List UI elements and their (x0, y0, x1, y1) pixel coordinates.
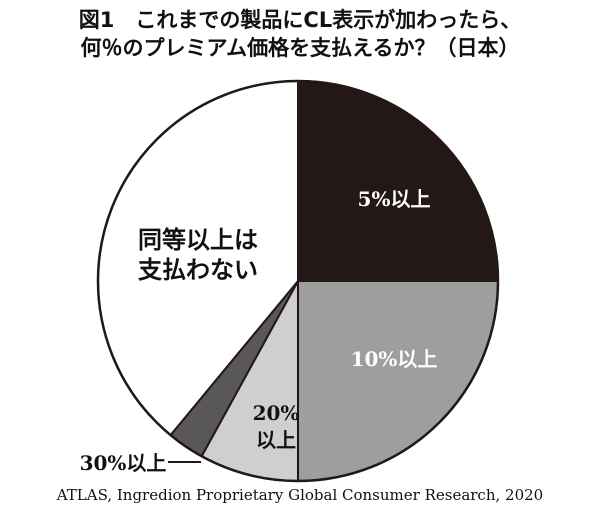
label-10-percent: 10%以上 (351, 347, 438, 371)
pie-outline (96, 79, 500, 483)
chart-title: 図1 これまでの製品にCL表示が加わったら、 何％のプレミアム価格を支払えるか？… (0, 6, 600, 62)
title-line-1: 図1 これまでの製品にCL表示が加わったら、 (78, 8, 522, 32)
label-no-premium: 同等以上は支払わない (138, 225, 258, 284)
title-line-2: 何％のプレミアム価格を支払えるか？（日本） (80, 36, 520, 60)
label-5-percent: 5%以上 (358, 187, 431, 211)
label-20-percent: 20%以上 (253, 401, 300, 452)
pie-slices (96, 79, 500, 483)
slice-10-percent (297, 280, 500, 483)
label-30-percent: 30%以上 (80, 451, 167, 475)
slice-5-percent (297, 79, 500, 282)
source-note: ATLAS, Ingredion Proprietary Global Cons… (56, 486, 544, 504)
pie-labels: 5%以上 10%以上 20%以上 30%以上 同等以上は支払わない (80, 187, 438, 475)
